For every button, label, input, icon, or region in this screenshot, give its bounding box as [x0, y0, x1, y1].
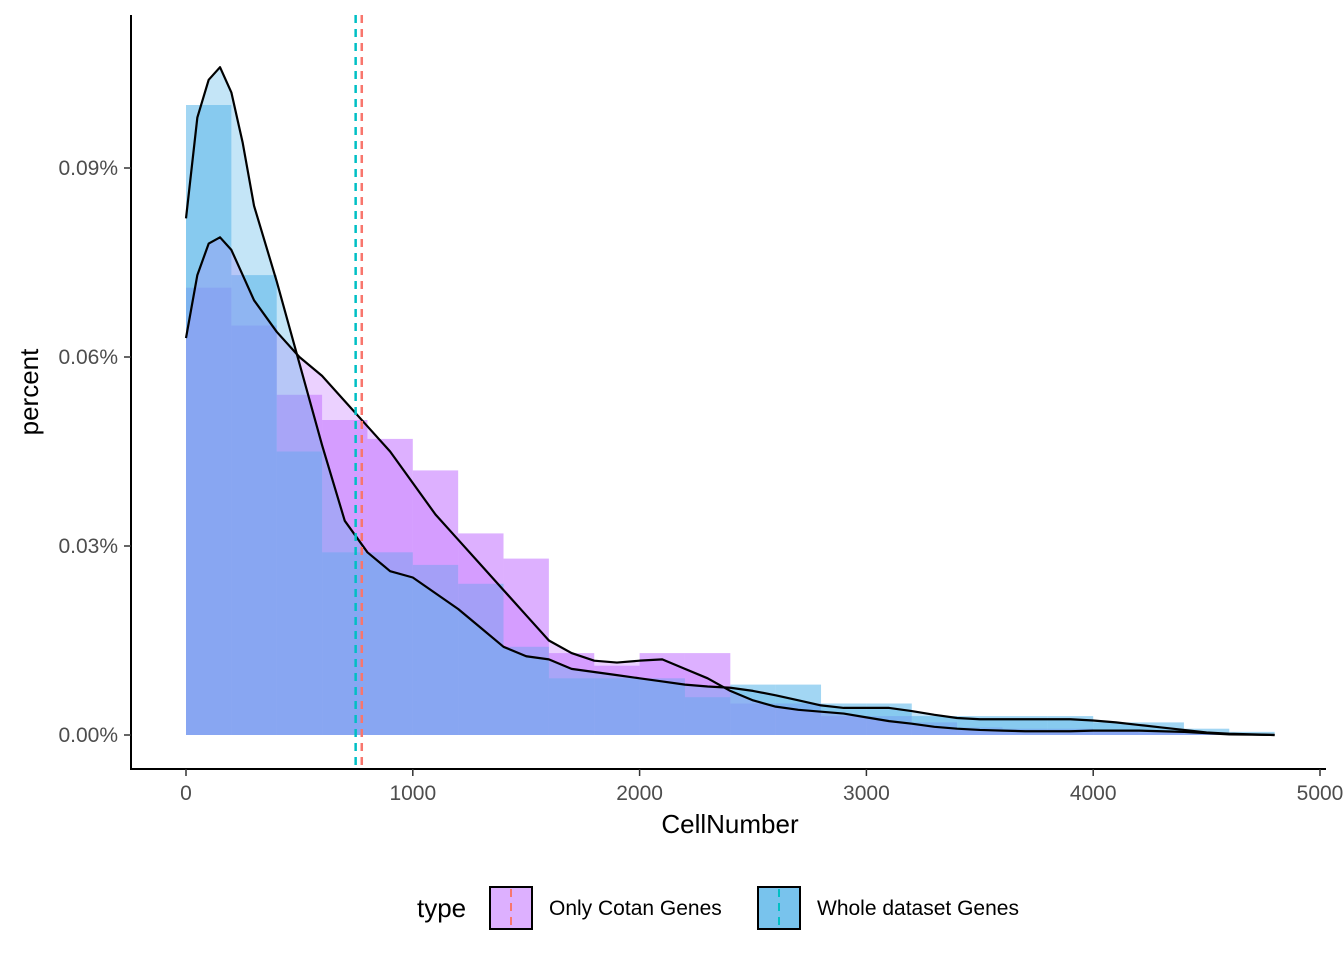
legend-entry-only-cotan: Only Cotan Genes [549, 897, 722, 920]
histogram-bar [231, 275, 277, 735]
x-tick-label: 3000 [843, 782, 890, 805]
density-line-only-cotan-genes [184, 236, 1275, 737]
plot-area [184, 15, 1275, 769]
histogram-bar [684, 697, 731, 735]
histogram-bar [1093, 722, 1139, 735]
axes: 0 1000 2000 3000 4000 5000 0.00% 0.03% 0.06% 0.09… [58, 15, 1343, 805]
x-tick-label: 1000 [389, 782, 436, 805]
x-tick-label: 2000 [616, 782, 663, 805]
y-tick-label: 0.06% [58, 346, 118, 369]
x-tick-label: 0 [180, 782, 192, 805]
y-tick-label: 0.00% [58, 724, 118, 747]
legend-title: type [417, 893, 466, 923]
y-tick-label: 0.09% [58, 157, 118, 180]
legend-entry-whole-dataset: Whole dataset Genes [817, 897, 1019, 920]
legend-key-only-cotan [489, 886, 533, 930]
x-axis-title: CellNumber [661, 809, 799, 839]
histogram-bar [639, 678, 685, 735]
histogram-bar [276, 451, 323, 735]
density-area-whole-dataset-genes [186, 67, 1275, 735]
histogram-bar [186, 105, 232, 735]
histogram-bar [503, 646, 549, 735]
legend: type Only Cotan Genes Whole dataset Gene… [417, 886, 1019, 930]
y-tick-label: 0.03% [58, 535, 118, 558]
density-line-whole-dataset-genes [184, 66, 1275, 737]
histogram-bar [911, 716, 958, 735]
x-tick-label: 4000 [1070, 782, 1117, 805]
histogram-bar [367, 552, 413, 735]
histogram-bar [548, 678, 595, 735]
histogram-bar [458, 583, 504, 735]
histogram-bar [322, 552, 368, 735]
density-area-only-cotan-genes [186, 237, 1275, 736]
legend-key-whole-dataset [757, 886, 801, 930]
histogram-bar [594, 678, 640, 735]
y-axis-title: percent [14, 348, 44, 435]
x-tick-label: 5000 [1297, 782, 1344, 805]
